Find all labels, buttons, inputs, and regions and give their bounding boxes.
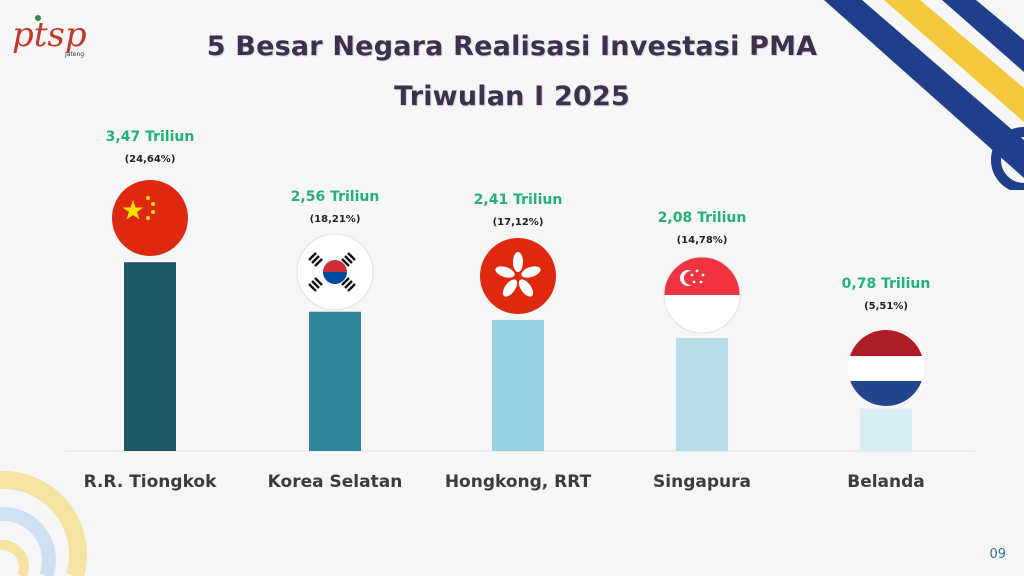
singapore-flag-icon: [663, 256, 741, 334]
percent-label: (18,21%): [310, 214, 361, 225]
bar-singapura: [676, 337, 728, 451]
corner-decoration-top-right: [824, 0, 1024, 190]
value-label: 2,41 Triliun: [474, 192, 563, 208]
bar-korea-selatan: [309, 311, 361, 451]
value-label: 3,47 Triliun: [106, 129, 195, 145]
category-label: Korea Selatan: [268, 472, 403, 492]
bar-r-r-tiongkok: [124, 262, 176, 451]
china-flag-icon: [112, 180, 188, 256]
logo-subtext: Jateng: [64, 51, 84, 58]
bar-belanda: [860, 408, 912, 451]
bars-group: [124, 262, 912, 451]
category-label: Belanda: [847, 472, 925, 492]
value-label: 2,08 Triliun: [658, 210, 747, 226]
percent-label: (24,64%): [125, 154, 176, 165]
page-number: 09: [989, 547, 1006, 562]
value-label: 2,56 Triliun: [291, 189, 380, 205]
hong-kong-flag-icon: [480, 238, 556, 314]
corner-decoration-bottom-left: [0, 470, 88, 576]
bar-hongkong-rrt: [492, 319, 544, 451]
netherlands-flag-icon: [848, 330, 924, 406]
south-korea-flag-icon: [296, 233, 374, 311]
page-title: 5 Besar Negara Realisasi Investasi PMA T…: [0, 22, 1024, 122]
title-line-1: 5 Besar Negara Realisasi Investasi PMA: [206, 31, 818, 62]
category-label: R.R. Tiongkok: [84, 472, 218, 492]
category-label: Hongkong, RRT: [445, 472, 592, 492]
percent-label: (14,78%): [677, 235, 728, 246]
percent-label: (17,12%): [493, 217, 544, 228]
ptsp-logo: ptsp Jateng: [12, 15, 87, 58]
percent-label: (5,51%): [864, 301, 908, 312]
title-line-2: Triwulan I 2025: [394, 81, 630, 112]
logo-dot: [35, 15, 41, 21]
logo-text: ptsp: [12, 15, 87, 55]
value-label: 0,78 Triliun: [842, 276, 931, 292]
category-label: Singapura: [653, 472, 751, 492]
